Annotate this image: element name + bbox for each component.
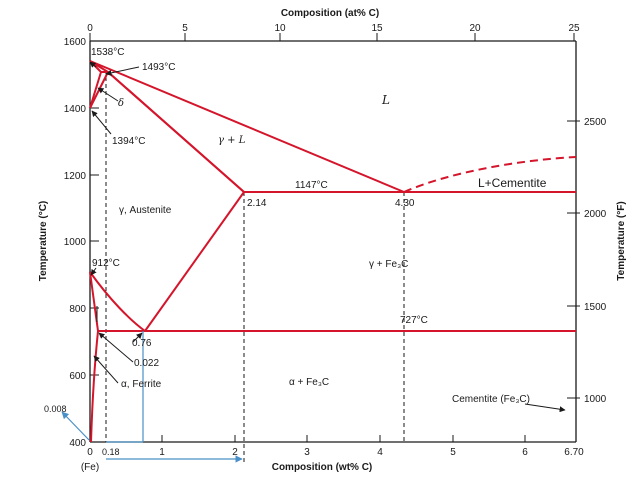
left-tick-label: 1000 (64, 237, 87, 248)
label-4-30: 4.30 (395, 198, 415, 209)
bottom-tick-label: 3 (304, 447, 310, 458)
a3-curve (89, 271, 146, 332)
alpha-solvus (90, 330, 99, 443)
leader-arrows (89, 61, 566, 413)
dashed-guide-lines (105, 70, 405, 465)
left-tick-label: 1600 (64, 37, 87, 48)
left-tick-label: 1400 (64, 104, 87, 115)
bottom-axis-title: Composition (wt% C) (272, 462, 373, 473)
left-tick-label: 600 (69, 371, 86, 382)
bottom-tick-label: 2 (232, 447, 238, 458)
label-gamma-fe3c: γ + Fe₃C (369, 259, 408, 270)
right-tick-label: 2000 (584, 209, 607, 220)
right-tick-label: 1500 (584, 302, 607, 313)
cementite-liquidus-dashed (403, 156, 577, 193)
bottom-tick-label: 1 (159, 447, 165, 458)
label-liquid: L (381, 93, 390, 107)
label-1493: 1493°C (142, 62, 175, 73)
right-tick-label: 2500 (584, 117, 607, 128)
delta-boundary (89, 60, 102, 109)
acm-line (144, 191, 245, 332)
right-axis-title: Temperature (°F) (616, 201, 627, 280)
bottom-tick-label: 4 (377, 447, 383, 458)
label-1147: 1147°C (295, 180, 328, 191)
top-tick-label: 0 (87, 23, 93, 34)
bottom-tick-label: 6.70 (564, 447, 584, 458)
bottom-tick-label: 6 (522, 447, 528, 458)
label-l-cementite: L+Cementite (478, 176, 547, 190)
label-2-14: 2.14 (247, 198, 267, 209)
right-axis (567, 120, 580, 399)
left-axis-title: Temperature (°C) (38, 201, 49, 282)
phase-boundaries (89, 60, 576, 443)
top-axis (89, 33, 575, 41)
label-alpha-fe3c: α + Fe₃C (289, 377, 329, 388)
right-tick-label: 1000 (584, 394, 607, 405)
label-cementite: Cementite (Fe₃C) (452, 394, 530, 405)
fe-label: (Fe) (81, 462, 99, 473)
label-0-18: 0.18 (102, 447, 120, 457)
blue-overlay-lines (61, 331, 243, 463)
label-1394: 1394°C (112, 136, 145, 147)
top-tick-label: 25 (568, 23, 580, 34)
label-1538: 1538°C (91, 47, 124, 58)
label-727: 727°C (400, 315, 428, 326)
top-tick-label: 15 (371, 23, 383, 34)
label-0-008: 0.008 (44, 404, 67, 414)
bottom-tick-label: 0 (87, 447, 93, 458)
label-0-76: 0.76 (132, 338, 152, 349)
label-0-022: 0.022 (134, 358, 159, 369)
bottom-tick-label: 5 (450, 447, 456, 458)
left-tick-label: 800 (69, 304, 86, 315)
top-tick-label: 5 (182, 23, 188, 34)
label-gamma-l: γ + L (218, 135, 246, 146)
top-tick-label: 10 (274, 23, 286, 34)
left-tick-label: 400 (69, 438, 86, 449)
label-912: 912°C (92, 258, 120, 269)
plot-frame (89, 40, 577, 443)
label-delta: δ (118, 98, 124, 109)
liquidus-upper (89, 60, 405, 193)
bottom-axis (89, 435, 577, 442)
label-austenite: γ, Austenite (119, 205, 172, 216)
label-ferrite: α, Ferrite (121, 379, 162, 390)
solidus-line (107, 71, 245, 193)
top-tick-label: 20 (469, 23, 481, 34)
left-tick-label: 1200 (64, 171, 87, 182)
top-axis-title: Composition (at% C) (281, 8, 379, 19)
